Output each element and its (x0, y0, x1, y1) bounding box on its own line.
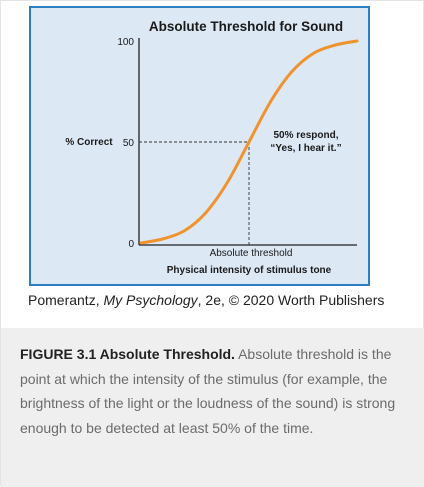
credit-book-title: My Psychology (103, 292, 198, 308)
chart-title: Absolute Threshold for Sound (149, 19, 343, 34)
y-axis-label: % Correct (65, 137, 113, 148)
credit-prefix: Pomerantz, (28, 292, 104, 308)
y-tick-label-100: 100 (117, 37, 134, 48)
chart-panel: Absolute Threshold for Sound % Correct 5… (29, 6, 370, 286)
annotation-line-2: “Yes, I hear it.” (270, 143, 341, 154)
chart-svg: Absolute Threshold for Sound % Correct 5… (65, 19, 359, 276)
caption-label: FIGURE 3.1 Absolute Threshold. (20, 346, 235, 362)
annotation-line-1: 50% respond, (273, 130, 338, 141)
credit-suffix: , 2e, © 2020 Worth Publishers (197, 292, 385, 308)
figure-credit: Pomerantz, My Psychology, 2e, © 2020 Wor… (28, 291, 398, 310)
y-tick-label-50: 50 (123, 138, 135, 149)
y-tick-label-0: 0 (128, 239, 134, 250)
caption-text: Absolute threshold is the point at which… (20, 346, 396, 436)
threshold-curve (139, 39, 359, 245)
x-axis-label: Physical intensity of stimulus tone (167, 265, 332, 276)
figure-caption: FIGURE 3.1 Absolute Threshold. Absolute … (1, 328, 424, 487)
threshold-x-label: Absolute threshold (210, 248, 293, 259)
